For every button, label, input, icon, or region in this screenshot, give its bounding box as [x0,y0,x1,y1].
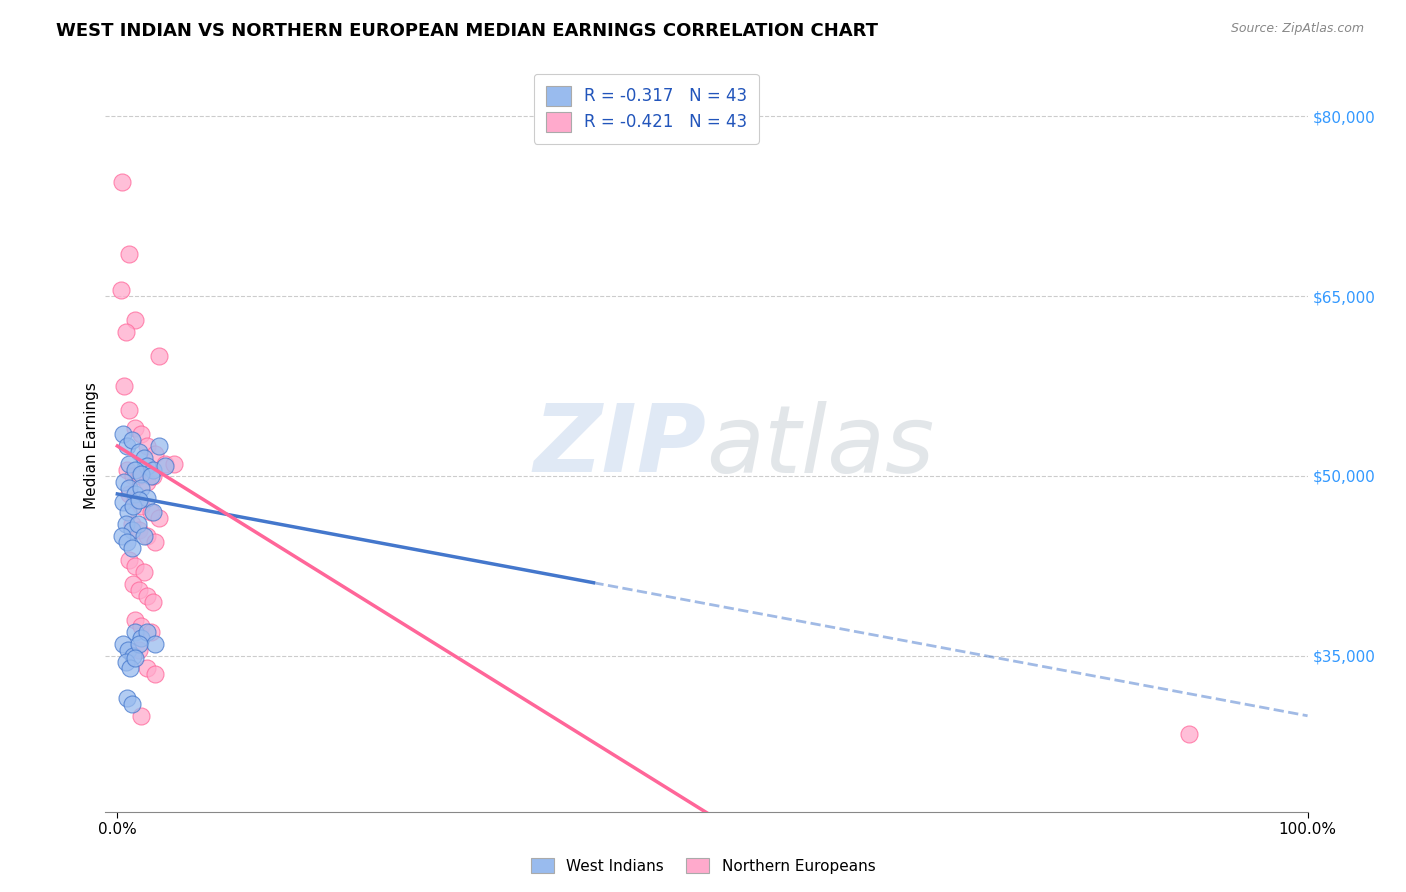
Point [139,624,162,639]
Point [128,637,150,651]
Point [136,529,159,543]
Point [114,475,136,489]
Legend: R = -0.317   N = 43, R = -0.421   N = 43: R = -0.317 N = 43, R = -0.421 N = 43 [534,74,759,144]
Point [136,475,159,489]
Point [145,637,167,651]
Point [120,661,142,675]
Point [121,469,143,483]
Point [121,577,143,591]
Point [128,469,150,483]
Point [111,529,134,543]
Point [139,469,162,483]
Point [114,379,136,393]
Point [121,516,143,531]
Point [145,535,167,549]
Text: Source: ZipAtlas.com: Source: ZipAtlas.com [1230,22,1364,36]
Point [118,457,141,471]
Point [142,463,165,477]
Point [112,495,135,509]
Point [136,491,159,505]
Point [129,499,152,513]
Point [118,481,141,495]
Point [136,459,159,474]
Point [121,541,143,555]
Point [129,631,152,645]
Point [132,565,155,579]
Point [124,463,146,477]
Point [145,447,167,461]
Point [124,558,146,573]
Point [153,459,176,474]
Point [136,661,159,675]
Point [129,467,152,481]
Point [128,582,150,597]
Point [129,427,152,442]
Point [118,403,141,417]
Point [148,511,170,525]
Point [124,651,146,665]
Point [117,505,139,519]
Point [121,499,143,513]
Point [110,283,132,297]
Point [136,624,159,639]
Point [121,433,143,447]
Text: ZIP: ZIP [534,400,707,492]
Point [115,463,138,477]
Point [115,690,138,705]
Text: WEST INDIAN VS NORTHERN EUROPEAN MEDIAN EARNINGS CORRELATION CHART: WEST INDIAN VS NORTHERN EUROPEAN MEDIAN … [56,22,879,40]
Point [132,450,155,465]
Point [124,492,146,507]
Point [121,523,143,537]
Point [145,666,167,681]
Point [118,487,141,501]
Point [111,175,134,189]
Point [124,421,146,435]
Point [124,624,146,639]
Point [112,637,135,651]
Point [129,708,152,723]
Point [148,349,170,363]
Point [136,589,159,603]
Point [114,325,136,339]
Point [124,613,146,627]
Point [121,697,143,711]
Point [118,247,141,261]
Point [114,655,136,669]
Legend: West Indians, Northern Europeans: West Indians, Northern Europeans [524,852,882,880]
Point [163,457,186,471]
Point [117,643,139,657]
Point [124,487,146,501]
Point [127,516,149,531]
Point [128,492,150,507]
Point [121,648,143,663]
Point [129,619,152,633]
Point [128,643,150,657]
Point [114,516,136,531]
Point [128,445,150,459]
Point [115,535,138,549]
Point [112,427,135,442]
Point [124,313,146,327]
Point [1177,727,1199,741]
Point [132,529,155,543]
Text: atlas: atlas [707,401,935,491]
Point [142,505,165,519]
Point [115,439,138,453]
Y-axis label: Median Earnings: Median Earnings [83,383,98,509]
Point [142,595,165,609]
Point [142,469,165,483]
Point [118,553,141,567]
Point [153,457,176,471]
Point [139,505,162,519]
Point [136,439,159,453]
Point [129,481,152,495]
Point [148,439,170,453]
Point [128,523,150,537]
